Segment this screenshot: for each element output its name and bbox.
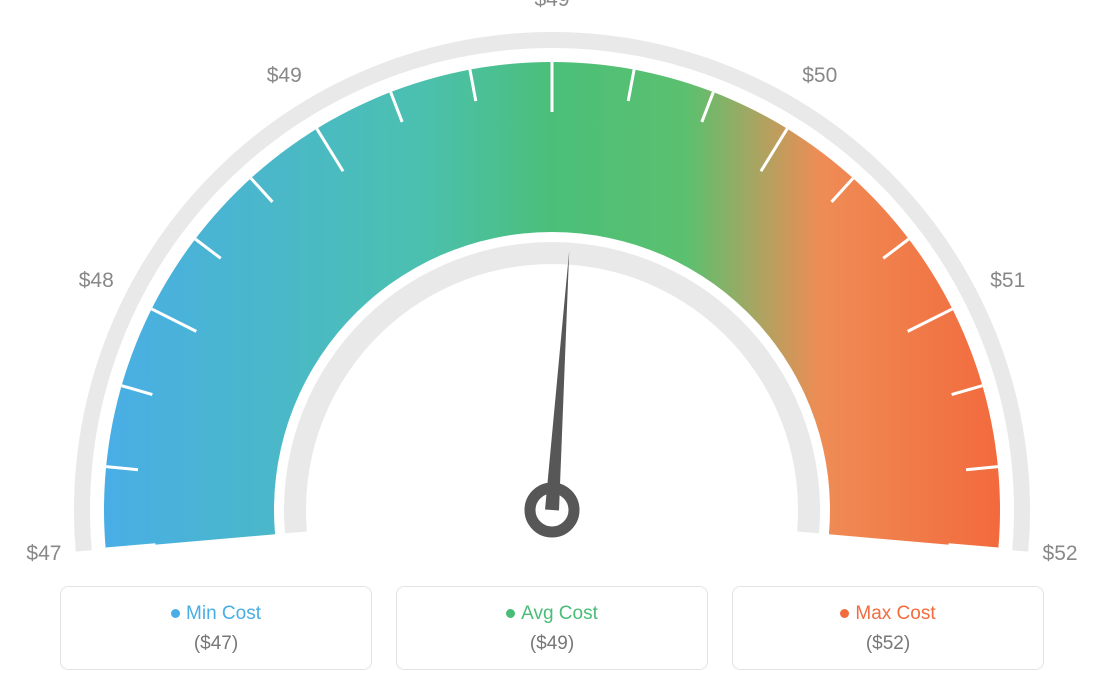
- dot-avg: [506, 609, 515, 618]
- legend-min-label: Min Cost: [186, 603, 261, 624]
- gauge-tick-label: $47: [26, 542, 61, 566]
- legend-card-min: Min Cost ($47): [60, 586, 372, 670]
- legend-avg-value: ($49): [397, 633, 707, 655]
- gauge-area: $47$48$49$49$50$51$52: [0, 0, 1104, 560]
- gauge-tick-label: $52: [1043, 542, 1078, 566]
- gauge-tick-label: $50: [802, 64, 837, 88]
- legend-avg-label: Avg Cost: [521, 603, 598, 624]
- gauge-tick-label: $48: [79, 269, 114, 293]
- legend-max-title: Max Cost: [733, 603, 1043, 625]
- gauge-tick-label: $49: [267, 64, 302, 88]
- dot-min: [171, 609, 180, 618]
- legend-max-label: Max Cost: [855, 603, 935, 624]
- gauge-tick-label: $51: [990, 269, 1025, 293]
- legend-max-value: ($52): [733, 633, 1043, 655]
- gauge-tick-label: $49: [534, 0, 569, 12]
- dot-max: [840, 609, 849, 618]
- legend-min-value: ($47): [61, 633, 371, 655]
- legend-card-max: Max Cost ($52): [732, 586, 1044, 670]
- legend-min-title: Min Cost: [61, 603, 371, 625]
- legend-card-avg: Avg Cost ($49): [396, 586, 708, 670]
- gauge-svg: [0, 0, 1104, 560]
- cost-gauge-widget: $47 $48 $49 $49 $50 $51 $52 Min Cost ($47) Avg…: [0, 0, 1104, 690]
- legend-avg-title: Avg Cost: [397, 603, 707, 625]
- legend-row: Min Cost ($47) Avg Cost ($49) Max Cost (…: [0, 586, 1104, 670]
